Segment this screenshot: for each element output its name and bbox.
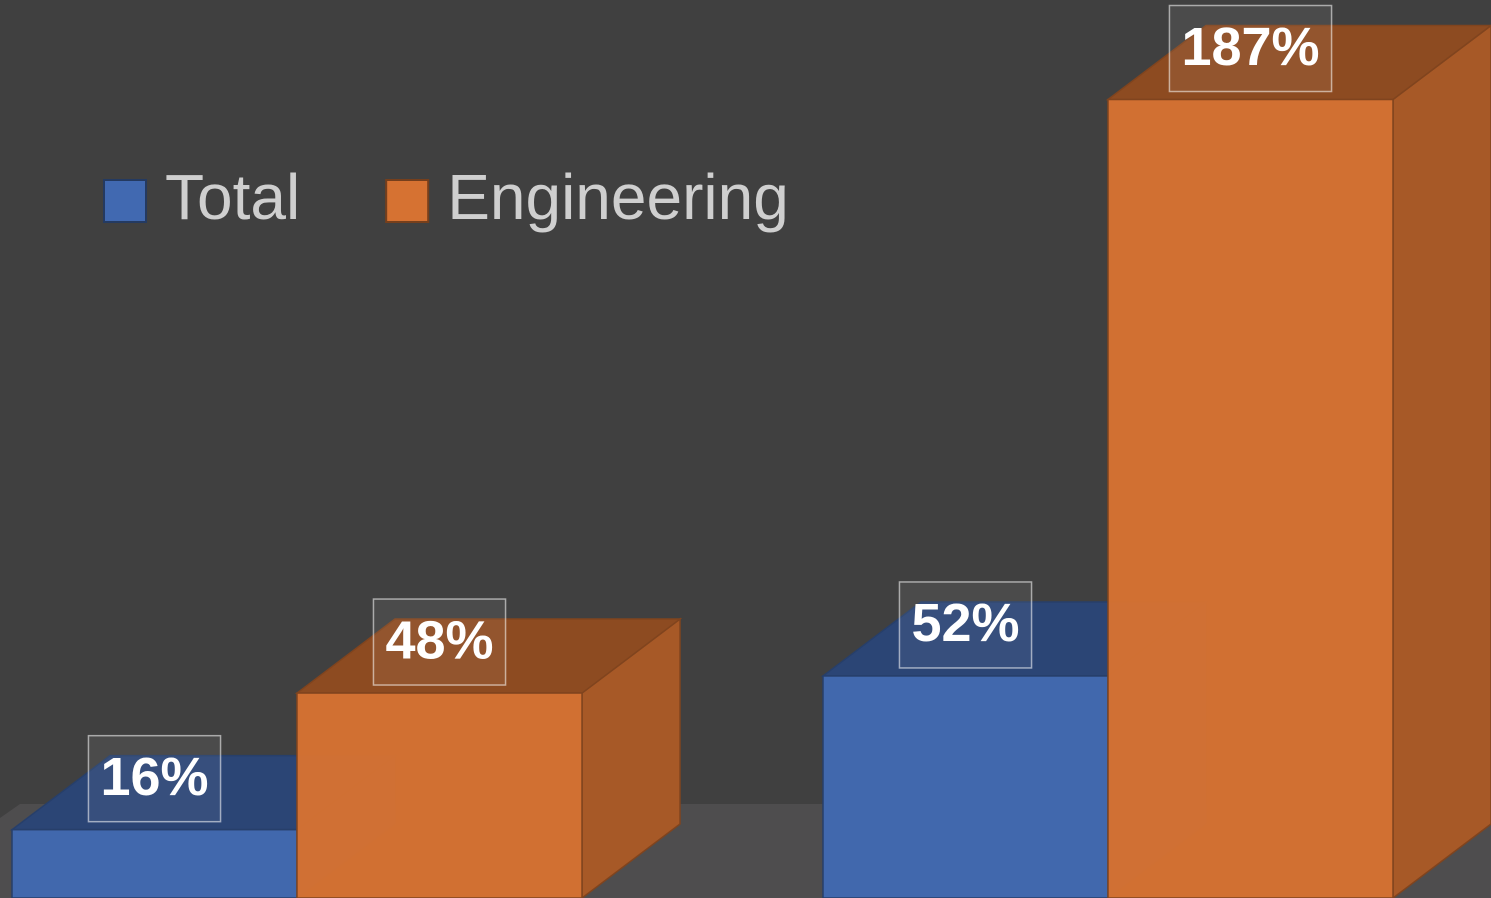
- legend-label: Total: [165, 161, 300, 233]
- data-label: 187%: [1181, 17, 1319, 77]
- data-label: 52%: [911, 593, 1019, 653]
- legend-swatch: [103, 179, 147, 223]
- bar: [11, 828, 298, 898]
- bar: [822, 675, 1109, 898]
- data-label-box: [898, 581, 1033, 669]
- data-label: 16%: [100, 747, 208, 807]
- legend-label: Engineering: [447, 161, 789, 233]
- data-label-box: [1168, 4, 1333, 93]
- data-label: 48%: [385, 610, 493, 670]
- bar-side: [1392, 24, 1491, 898]
- bar: [296, 692, 583, 898]
- data-label-box: [87, 734, 222, 823]
- legend-swatch: [385, 179, 430, 223]
- data-label-box: [372, 598, 507, 686]
- bar: [1107, 98, 1394, 898]
